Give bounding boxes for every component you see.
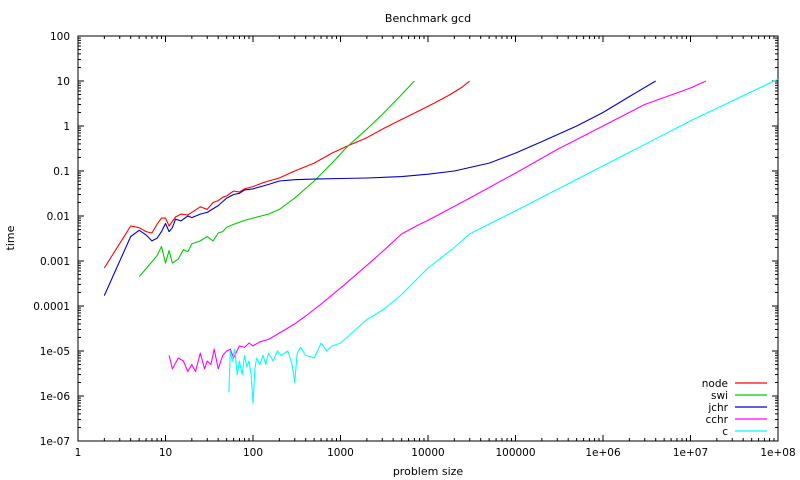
x-tick-label: 1e+06 [585,447,621,459]
x-tick-label: 1e+07 [673,447,708,459]
series-line-jchr [103,80,656,296]
y-tick-label: 0.01 [47,211,70,223]
y-tick-label: 10 [57,76,70,88]
y-tick-label: 1e-07 [40,436,70,448]
series-line-swi [138,80,415,277]
x-tick-label: 1 [75,447,82,459]
y-tick-label: 100 [50,31,70,43]
series-lines [103,78,779,404]
y-tick-label: 0.0001 [33,301,70,313]
x-tick-label: 10000 [411,447,444,459]
series-line-node [103,80,471,269]
x-tick-label: 10 [159,447,172,459]
x-axis-label: problem size [393,465,464,478]
series-line-c [228,78,779,404]
legend-label-cchr: cchr [705,414,728,426]
legend-label-node: node [702,378,728,390]
y-tick-label: 1e-05 [40,346,70,358]
x-tick-label: 1000 [327,447,354,459]
y-tick-label: 1 [63,121,70,133]
y-tick-label: 0.1 [53,166,70,178]
series-line-cchr [168,80,707,373]
axis-ticks: 1 10 100 1000 10000 100000 1e+06 1e+07 1e+08 100 1… [33,31,795,459]
x-tick-label: 100000 [495,447,535,459]
y-axis-label: time [4,225,17,250]
legend-label-jchr: jchr [707,402,728,414]
chart-title: Benchmark gcd [385,12,471,25]
legend-label-c: c [722,426,728,438]
y-tick-label: 0.001 [40,256,70,268]
x-tick-label: 1e+08 [760,447,795,459]
x-tick-label: 100 [243,447,263,459]
y-tick-label: 1e-06 [40,391,71,403]
legend-label-swi: swi [711,390,728,402]
